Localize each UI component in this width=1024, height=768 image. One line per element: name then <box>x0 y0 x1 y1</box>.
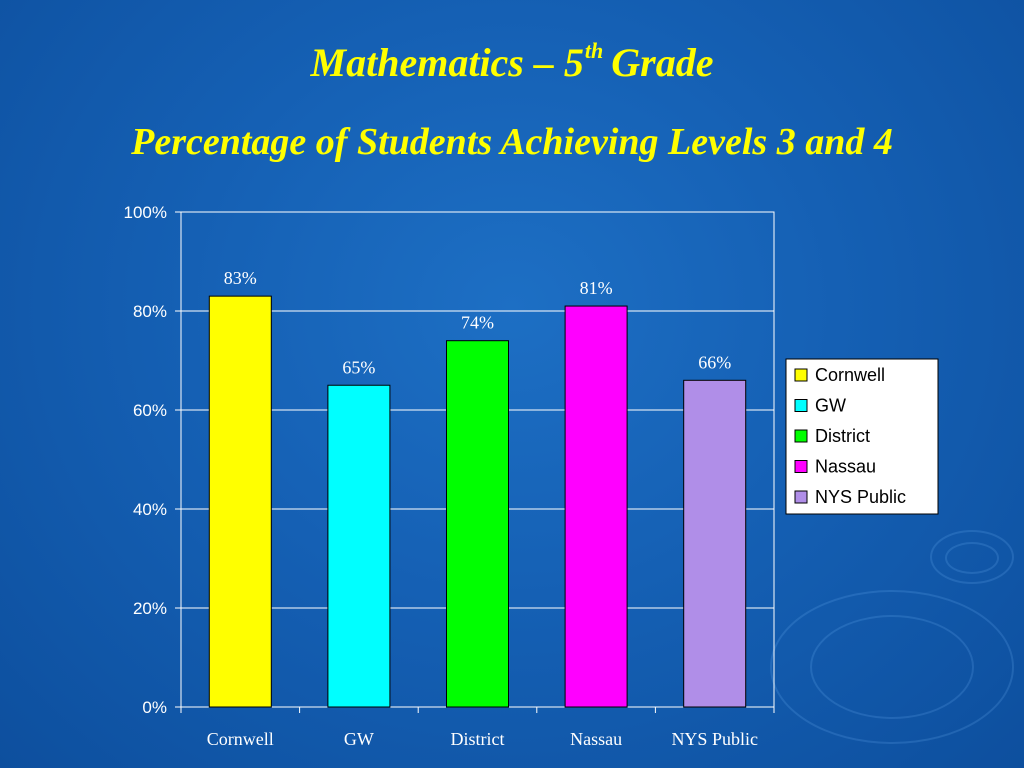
legend-entry: Nassau <box>815 457 876 477</box>
legend-swatch <box>794 460 808 473</box>
data-label: 81% <box>580 278 613 298</box>
legend-box <box>785 358 939 515</box>
bar <box>683 379 747 708</box>
x-tick-label: NYS Public <box>671 729 758 749</box>
data-label: 74% <box>461 313 494 333</box>
ripple-decoration <box>930 530 1014 584</box>
y-tick-label: 100% <box>124 203 167 222</box>
y-tick-label: 0% <box>142 698 167 717</box>
legend-swatch <box>794 429 808 443</box>
legend-entry: Cornwell <box>815 365 885 385</box>
x-tick-label: Cornwell <box>207 729 274 749</box>
bar <box>564 305 628 708</box>
slide-subtitle: Percentage of Students Achieving Levels … <box>131 121 893 163</box>
y-tick-label: 80% <box>133 302 167 321</box>
x-tick-label: District <box>451 729 505 749</box>
x-tick-label: GW <box>344 729 374 749</box>
bar <box>208 295 272 708</box>
legend-entry: GW <box>815 396 846 416</box>
y-tick-label: 40% <box>133 500 167 519</box>
bar <box>446 340 509 708</box>
legend-entry: District <box>815 426 870 446</box>
y-tick-label: 20% <box>133 599 167 618</box>
legend-entry: NYS Public <box>815 487 906 507</box>
y-tick-label: 60% <box>133 401 167 420</box>
title-superscript: th <box>584 38 604 63</box>
ripple-decoration <box>810 615 974 719</box>
ripple-decoration <box>770 590 1014 744</box>
title-main: Mathematics – 5 <box>310 40 584 85</box>
slide-title: Mathematics – 5th Grade <box>0 38 1024 86</box>
legend-swatch <box>794 399 808 412</box>
legend-swatch <box>794 368 808 382</box>
data-label: 65% <box>342 357 375 377</box>
ripple-decoration <box>945 542 999 574</box>
data-label: 66% <box>698 352 731 372</box>
x-tick-label: Nassau <box>570 729 622 749</box>
legend-swatch <box>794 490 808 504</box>
data-label: 83% <box>224 268 257 288</box>
bar <box>327 384 391 708</box>
title-end: Grade <box>611 40 714 85</box>
